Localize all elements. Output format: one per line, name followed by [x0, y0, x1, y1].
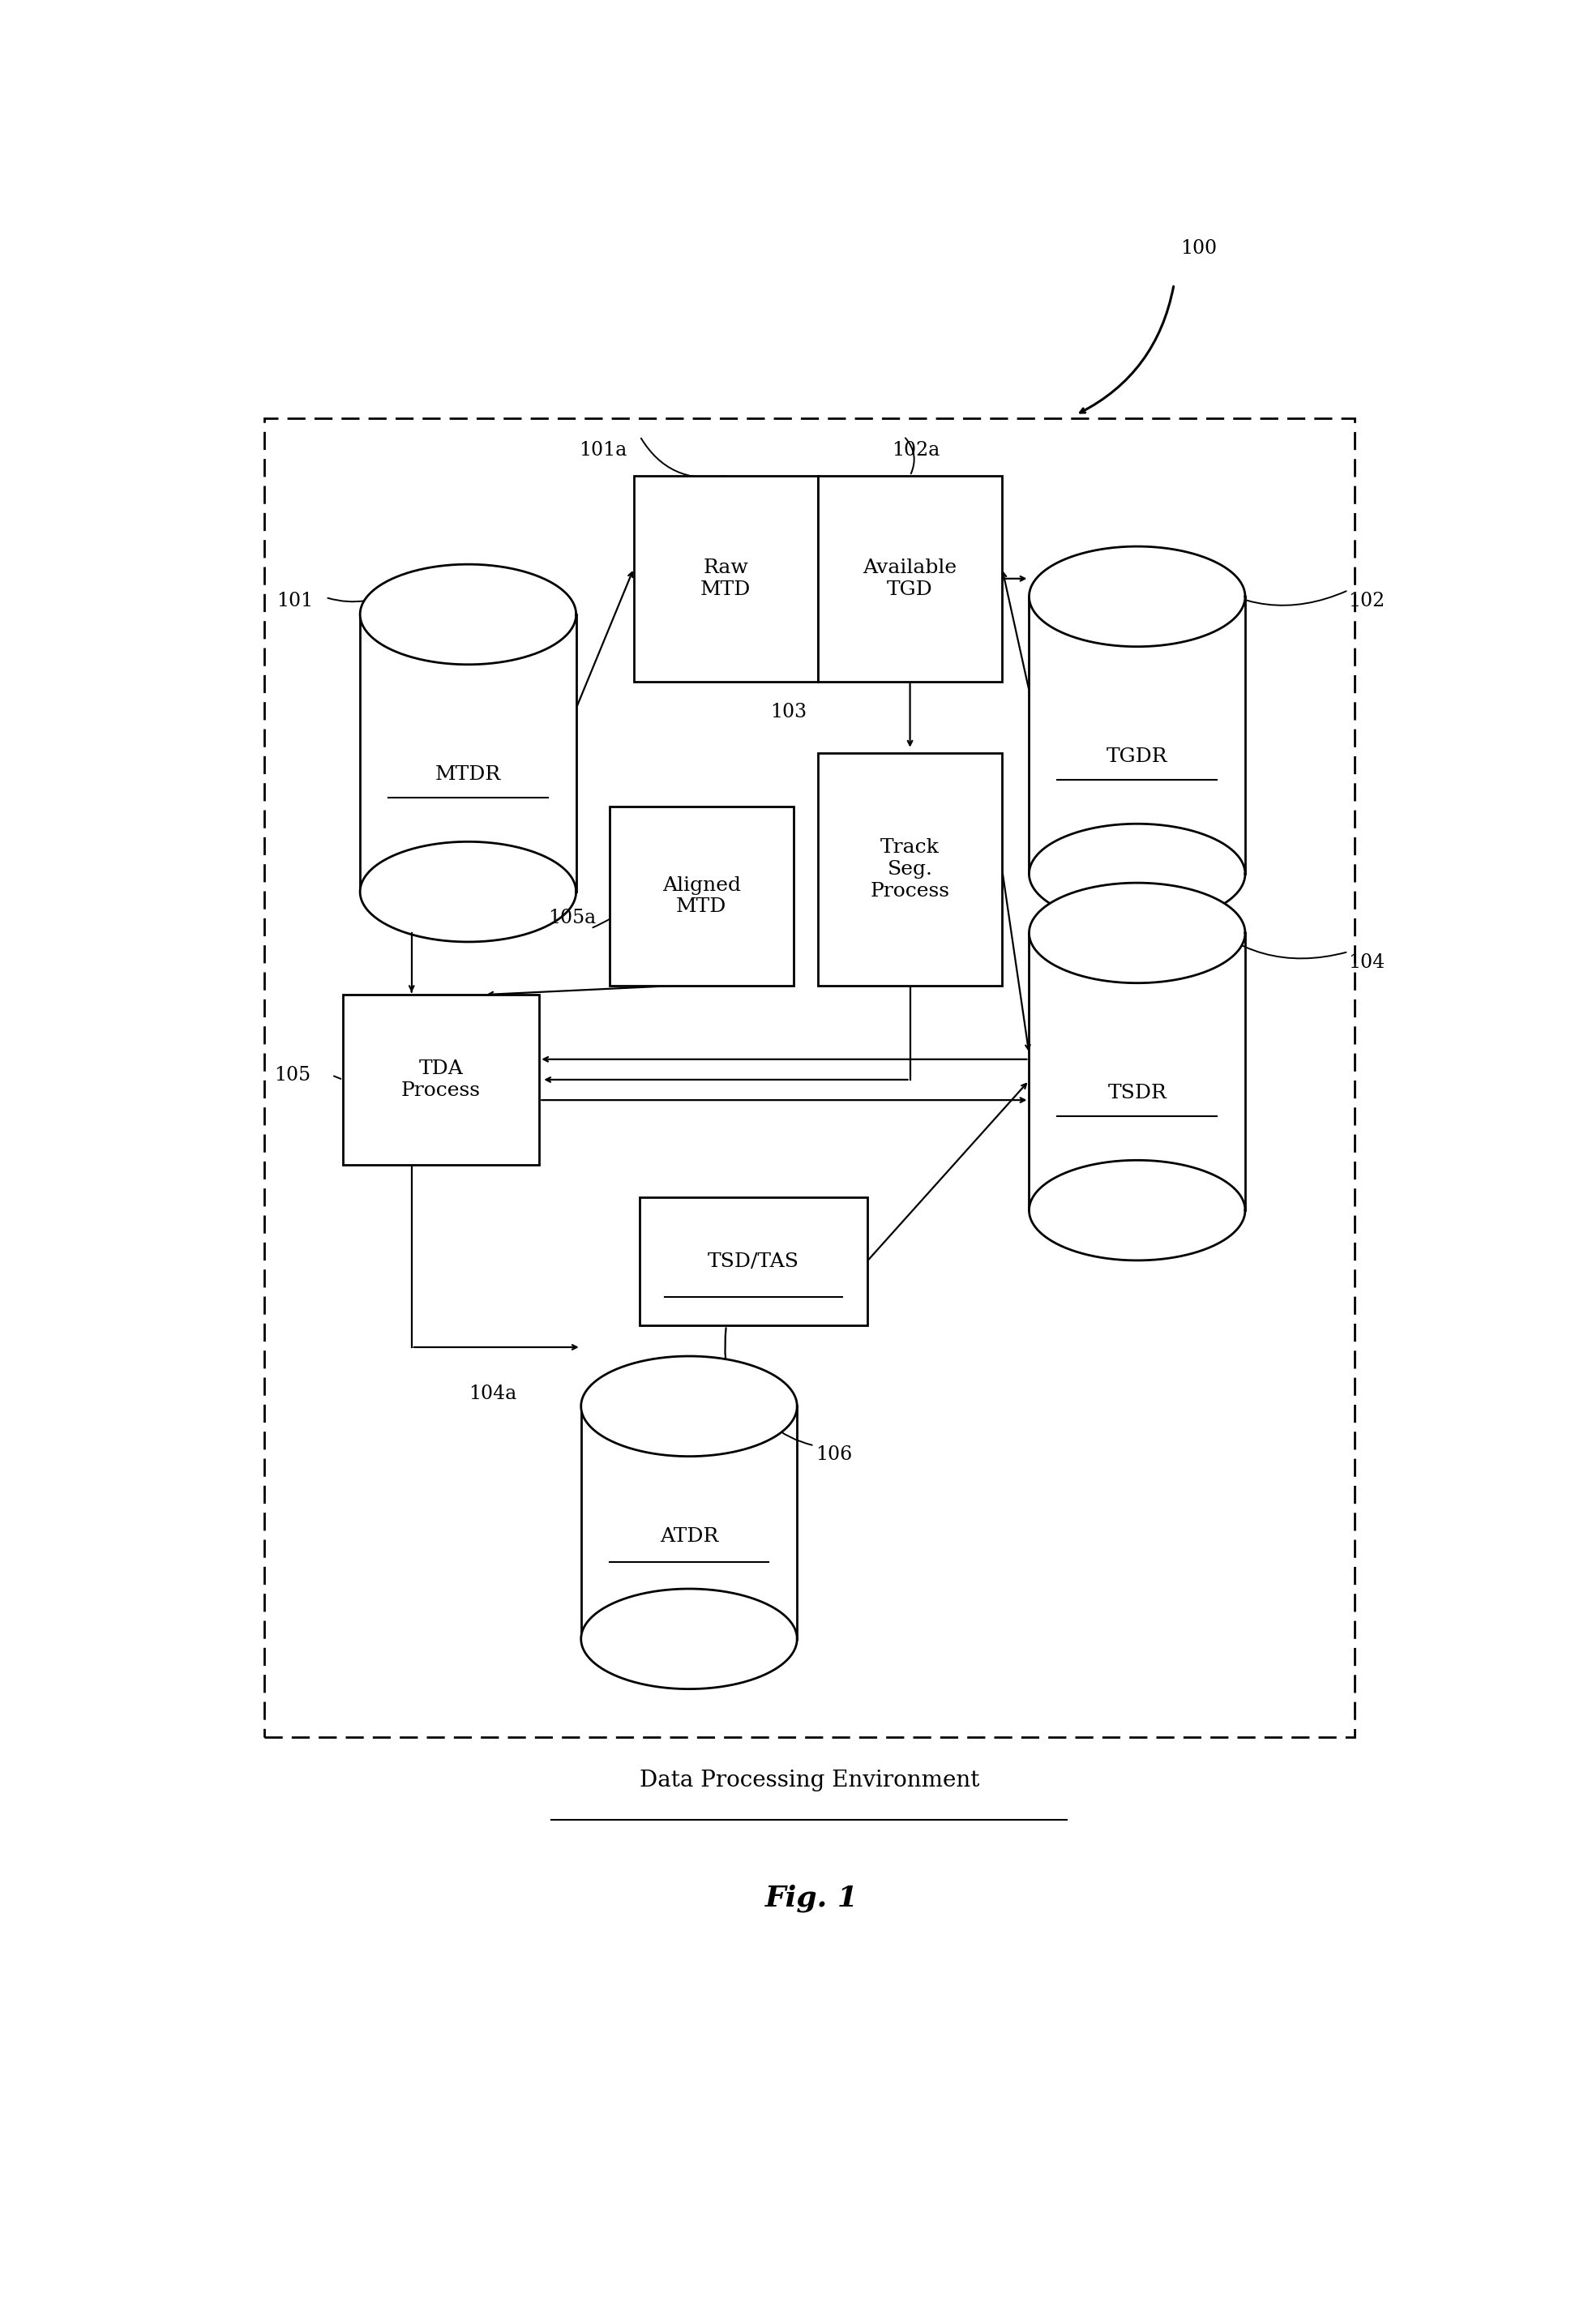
Text: Aligned
MTD: Aligned MTD: [662, 876, 741, 916]
Polygon shape: [1030, 883, 1245, 983]
Text: 106: 106: [816, 1446, 852, 1464]
Bar: [265, 418, 1354, 1738]
Text: 105: 105: [274, 1067, 310, 1085]
Bar: [342, 995, 539, 1164]
Text: 104: 104: [1348, 953, 1384, 971]
Text: TDA
Process: TDA Process: [401, 1060, 482, 1099]
Bar: [817, 753, 1003, 985]
Text: 102: 102: [1348, 593, 1384, 611]
Polygon shape: [1030, 546, 1245, 646]
Text: TSD/TAS: TSD/TAS: [708, 1253, 800, 1271]
Text: TGDR: TGDR: [1107, 748, 1167, 767]
Polygon shape: [1030, 1160, 1245, 1260]
Text: 105a: 105a: [548, 909, 597, 927]
Bar: [610, 806, 794, 985]
Polygon shape: [1030, 823, 1245, 925]
Text: 104a: 104a: [469, 1385, 516, 1404]
Text: 101a: 101a: [580, 442, 627, 460]
Polygon shape: [360, 565, 577, 665]
Polygon shape: [581, 1357, 797, 1457]
Text: ATDR: ATDR: [661, 1527, 718, 1545]
Text: MTDR: MTDR: [436, 765, 501, 783]
Bar: [634, 476, 817, 681]
Text: Available
TGD: Available TGD: [863, 558, 957, 600]
Bar: [640, 1197, 866, 1325]
Text: Fig. 1: Fig. 1: [765, 1885, 859, 1913]
Text: 103: 103: [770, 702, 806, 720]
Text: Data Processing Environment: Data Processing Environment: [640, 1769, 979, 1792]
Text: 100: 100: [1180, 239, 1217, 258]
Polygon shape: [360, 841, 577, 941]
Text: TSDR: TSDR: [1107, 1083, 1166, 1102]
Text: Raw
MTD: Raw MTD: [700, 558, 751, 600]
Text: 101: 101: [277, 593, 314, 611]
Polygon shape: [581, 1590, 797, 1690]
Text: 102a: 102a: [892, 442, 941, 460]
Bar: [817, 476, 1003, 681]
Text: Track
Seg.
Process: Track Seg. Process: [870, 839, 950, 899]
